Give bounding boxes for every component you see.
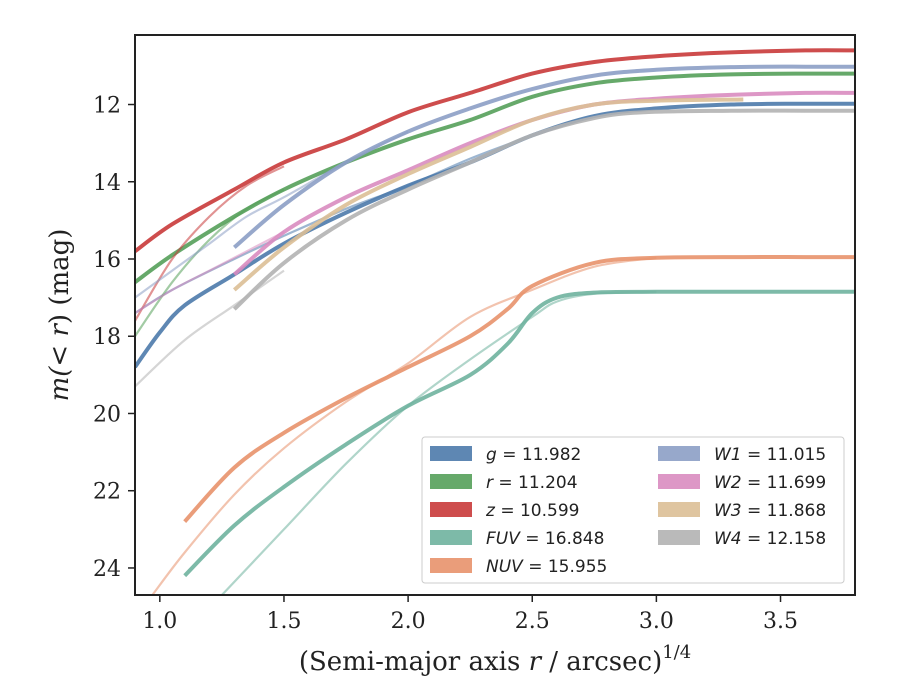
- legend: g = 11.982 r = 11.204 z = 10.599 FUV = 16.8…: [421, 436, 845, 584]
- y-tick-label: 16: [93, 248, 121, 273]
- x-axis-label: (Semi-major axis r / arcsec)1/4: [299, 642, 691, 677]
- curve-r: [135, 71, 855, 284]
- legend-swatch-nuv: [430, 558, 472, 573]
- curve-w4-secondary-1: [135, 269, 285, 388]
- x-tick-label: 2.5: [515, 609, 550, 634]
- curve-w2: [233, 90, 855, 276]
- legend-box: [421, 436, 845, 584]
- y-tick-label: 20: [93, 402, 121, 427]
- x-axis-ticks: 1.0 1.5 2.0 2.5 3.0 3.5: [142, 595, 798, 634]
- x-tick-label: 3.0: [639, 609, 674, 634]
- x-tick-label: 1.5: [266, 609, 301, 634]
- legend-label-w2: W2 = 11.699: [714, 473, 826, 493]
- x-tick-label: 2.0: [391, 609, 426, 634]
- legend-swatch-r: [430, 474, 472, 489]
- legend-label-g: g = 11.982: [486, 445, 581, 465]
- legend-swatch-fuv: [430, 530, 472, 545]
- y-tick-label: 22: [93, 480, 121, 505]
- legend-swatch-z: [430, 502, 472, 517]
- x-tick-label: 3.5: [763, 609, 798, 634]
- curve-fuv-secondary-1: [221, 290, 657, 595]
- curve-w1: [232, 64, 855, 249]
- legend-swatch-w1: [658, 446, 700, 461]
- legend-swatch-g: [430, 446, 472, 461]
- curve-z: [135, 48, 855, 253]
- curve-w4: [232, 108, 855, 311]
- curve-w2-secondary-1: [135, 231, 285, 315]
- legend-label-w1: W1 = 11.015: [714, 445, 826, 465]
- legend-swatch-w2: [658, 474, 700, 489]
- curve-nuv: [183, 255, 855, 523]
- legend-swatch-w4: [658, 530, 700, 545]
- curve-w3: [232, 97, 744, 292]
- curve-g: [135, 101, 855, 369]
- curve-r-secondary-1: [135, 188, 285, 337]
- legend-label-nuv: NUV = 15.955: [486, 557, 607, 577]
- curves-layer: [135, 48, 855, 595]
- y-tick-label: 12: [93, 94, 121, 119]
- legend-label-w3: W3 = 11.868: [714, 501, 826, 521]
- x-tick-label: 1.0: [142, 609, 177, 634]
- legend-label-fuv: FUV = 16.848: [486, 529, 604, 549]
- y-axis-label: m(< r) (mag): [45, 229, 75, 402]
- legend-label-z: z = 10.599: [485, 501, 579, 521]
- y-tick-label: 18: [93, 325, 121, 350]
- legend-swatch-w3: [658, 502, 700, 517]
- curve-fuv: [183, 289, 855, 578]
- y-tick-label: 14: [93, 171, 121, 196]
- legend-label-w4: W4 = 12.158: [714, 529, 826, 549]
- y-tick-label: 24: [93, 557, 121, 582]
- plot-frame: [134, 34, 856, 596]
- legend-label-r: r = 11.204: [486, 473, 578, 493]
- y-axis-ticks: 12 14 16 18 20 22 24: [93, 94, 135, 582]
